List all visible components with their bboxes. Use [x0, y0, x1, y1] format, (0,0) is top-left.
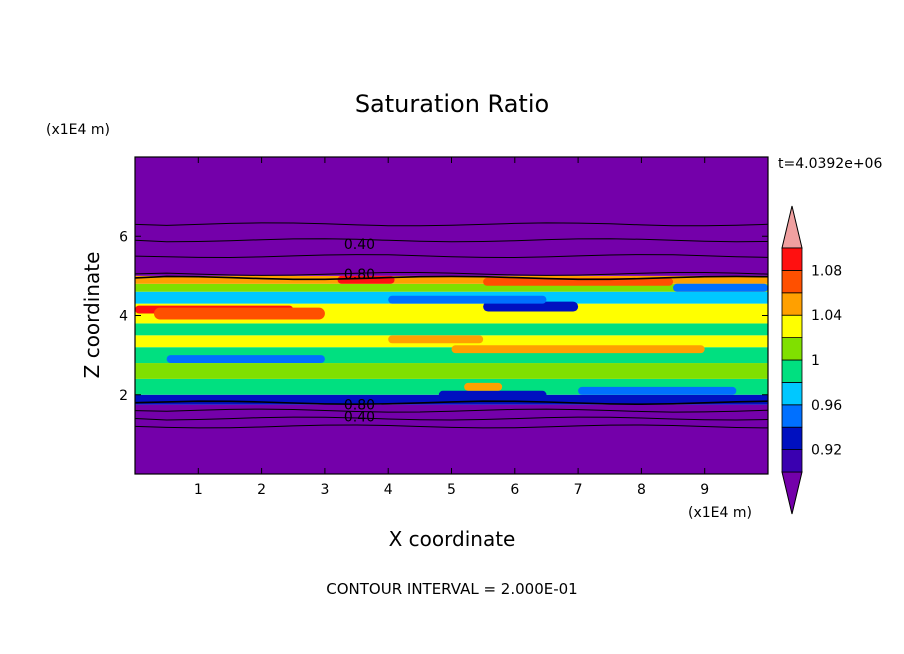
- x-axis-label: X coordinate: [389, 527, 516, 551]
- field-feature-12: [673, 283, 768, 292]
- colorbar-swatch-2: [781, 404, 803, 428]
- colorbar-tick-label: 1.04: [811, 308, 842, 324]
- x-tick-label: 8: [637, 482, 646, 498]
- plot-area: 0.400.800.800.40: [134, 156, 769, 475]
- x-tick-label: 9: [700, 482, 709, 498]
- field-feature-9: [438, 390, 547, 399]
- colorbar-tick-label: 1: [811, 353, 820, 369]
- colorbar-swatch-7: [781, 292, 803, 316]
- field-feature-5: [388, 295, 547, 304]
- field-band-6: [135, 323, 768, 336]
- contour-label: 0.40: [344, 410, 375, 426]
- x-unit-label: (x1E4 m): [688, 505, 752, 521]
- colorbar-swatch-0: [781, 449, 803, 473]
- colorbar-swatch-6: [781, 314, 803, 339]
- field-band-3: [135, 363, 768, 379]
- x-tick-label: 4: [384, 482, 393, 498]
- colorbar-swatch-4: [781, 359, 803, 383]
- contour-line-8: [135, 222, 768, 227]
- contour-line-4: [135, 275, 768, 281]
- colorbar-tick-label: 0.92: [811, 443, 842, 459]
- colorbar-swatch-9: [781, 247, 803, 271]
- x-tick-label: 3: [320, 482, 329, 498]
- x-tick-label: 6: [510, 482, 519, 498]
- field-band-9: [135, 283, 768, 292]
- field-feature-8: [166, 355, 325, 364]
- colorbar-swatch-3: [781, 381, 803, 406]
- contour-line-0: [135, 424, 768, 429]
- field-feature-7: [388, 335, 484, 344]
- contour-label: 0.80: [344, 398, 375, 414]
- field-band-0: [135, 404, 768, 474]
- y-tick-label: 2: [119, 388, 128, 404]
- contour-label: 0.80: [344, 267, 375, 283]
- field-feature-4: [483, 301, 579, 312]
- y-axis-label: Z coordinate: [80, 252, 104, 379]
- contour-line-7: [135, 238, 768, 243]
- y-tick-label: 4: [119, 309, 128, 325]
- field-feature-10: [464, 382, 503, 391]
- field-band-1: [135, 394, 768, 405]
- field-band-11: [135, 157, 768, 276]
- colorbar-tick-label: 1.08: [811, 263, 842, 279]
- plot-inner: 0.400.800.800.40: [135, 157, 768, 474]
- y-unit-label: (x1E4 m): [46, 122, 110, 138]
- colorbar: 0.92 0.96 1 1.04 1.08: [781, 205, 842, 515]
- contour-line-6: [135, 254, 768, 259]
- colorbar-top-arrow: [781, 205, 803, 249]
- contour-line-2: [135, 408, 768, 413]
- x-tick-label: 5: [447, 482, 456, 498]
- contour-line-1: [135, 416, 768, 421]
- x-tick-label: 2: [257, 482, 266, 498]
- field-feature-11: [578, 386, 737, 395]
- field-feature-3: [483, 277, 674, 286]
- colorbar-swatch-5: [781, 337, 803, 361]
- y-tick-label: 6: [119, 229, 128, 245]
- y-axis: 2 4 6: [119, 229, 768, 404]
- contour-line-5: [135, 272, 768, 276]
- x-tick-label: 1: [194, 482, 203, 498]
- time-label: t=4.0392e+06: [778, 156, 882, 172]
- colorbar-swatch-8: [781, 269, 803, 294]
- field-band-10: [135, 275, 768, 284]
- field-feature-1: [153, 307, 325, 320]
- colorbar-tick-label: 0.96: [811, 398, 842, 414]
- contour-line-3: [135, 400, 768, 406]
- field-feature-6: [451, 345, 705, 354]
- colorbar-swatch-1: [781, 426, 803, 451]
- colorbar-bottom-arrow: [781, 471, 803, 515]
- chart-title: Saturation Ratio: [355, 90, 549, 118]
- contour-interval-footer: CONTOUR INTERVAL = 2.000E-01: [326, 580, 577, 598]
- contour-label: 0.40: [344, 237, 375, 253]
- x-axis: 1 2 3 4 5 6 7 8 9: [194, 157, 709, 498]
- x-tick-label: 7: [574, 482, 583, 498]
